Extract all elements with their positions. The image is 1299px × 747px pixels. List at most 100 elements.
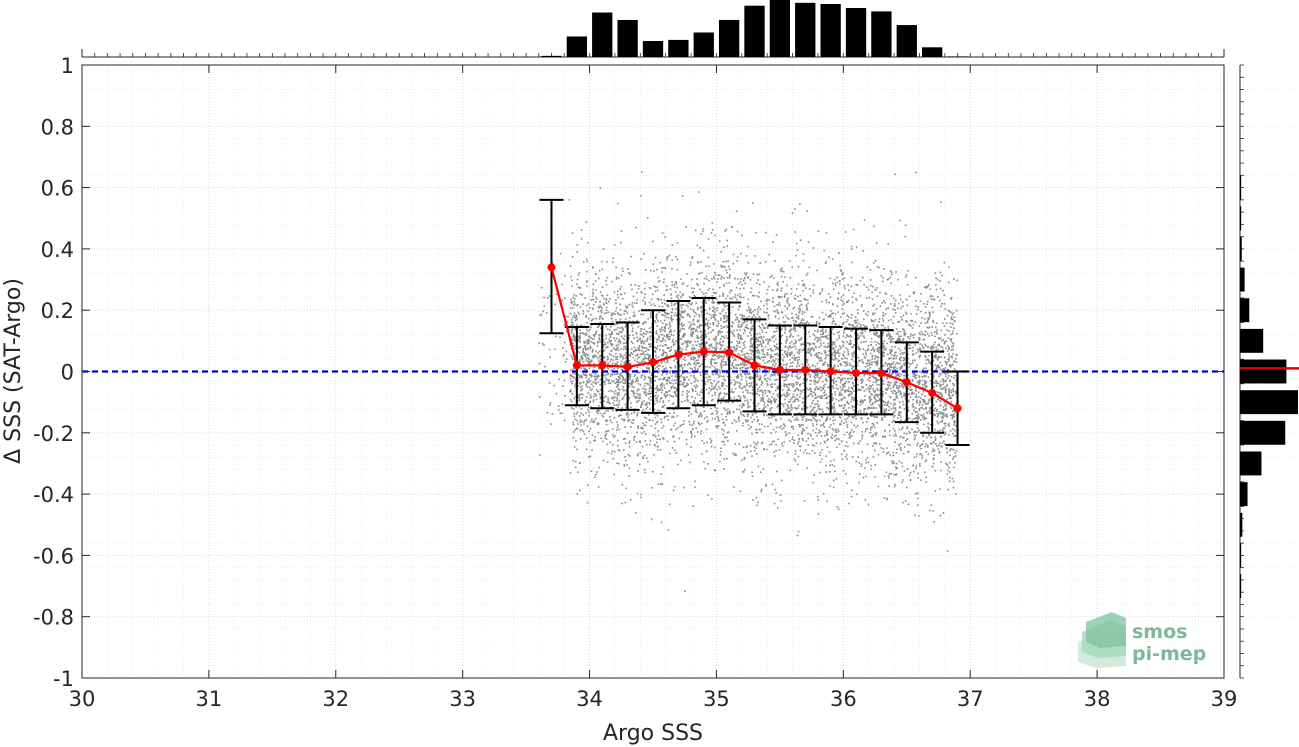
scatter-point: [648, 359, 650, 362]
scatter-point: [740, 369, 743, 372]
scatter-point: [924, 460, 927, 463]
scatter-point: [811, 449, 814, 452]
scatter-point: [855, 246, 858, 248]
scatter-point: [764, 406, 767, 408]
scatter-point: [773, 361, 776, 364]
scatter-point: [680, 459, 682, 462]
scatter-point: [759, 369, 761, 371]
scatter-point: [932, 359, 935, 362]
scatter-point: [823, 392, 825, 394]
scatter-point: [663, 299, 666, 302]
scatter-point: [604, 412, 606, 414]
scatter-point: [655, 347, 657, 349]
scatter-point: [636, 431, 638, 434]
scatter-point: [626, 312, 629, 315]
scatter-point: [800, 336, 803, 339]
scatter-point: [925, 408, 927, 410]
scatter-point: [637, 470, 639, 472]
scatter-point: [878, 384, 880, 386]
scatter-point: [841, 278, 844, 280]
scatter-point: [704, 309, 706, 311]
scatter-point: [836, 446, 838, 448]
scatter-point: [842, 387, 844, 389]
scatter-point: [814, 379, 817, 382]
scatter-point: [893, 402, 896, 405]
scatter-point: [927, 402, 929, 405]
scatter-point: [865, 286, 868, 288]
scatter-point: [758, 315, 760, 318]
scatter-point: [747, 327, 750, 330]
scatter-point: [742, 296, 745, 299]
scatter-point: [823, 389, 826, 392]
scatter-point: [758, 423, 761, 425]
scatter-point: [650, 334, 653, 337]
scatter-point: [819, 442, 822, 445]
scatter-point: [739, 336, 742, 339]
scatter-point: [628, 382, 631, 385]
scatter-point: [645, 366, 648, 369]
scatter-point: [741, 354, 744, 356]
scatter-point: [765, 292, 768, 295]
scatter-point: [858, 359, 861, 362]
scatter-point: [826, 346, 829, 349]
scatter-point: [727, 431, 730, 433]
scatter-point: [919, 333, 922, 336]
scatter-point: [741, 315, 744, 318]
scatter-point: [680, 316, 683, 318]
scatter-point: [660, 362, 663, 364]
scatter-point: [670, 329, 672, 331]
scatter-point: [873, 391, 876, 394]
scatter-point: [834, 410, 836, 413]
scatter-point: [598, 334, 601, 337]
scatter-point: [751, 316, 754, 319]
scatter-point: [892, 367, 895, 370]
scatter-point: [801, 313, 804, 315]
scatter-point: [737, 375, 740, 378]
scatter-point: [607, 410, 609, 412]
scatter-point: [765, 331, 768, 334]
scatter-point: [826, 446, 829, 448]
scatter-point: [790, 288, 793, 290]
scatter-point: [568, 328, 570, 331]
scatter-point: [580, 386, 582, 388]
scatter-point: [758, 320, 761, 323]
scatter-point: [876, 416, 879, 418]
scatter-point: [952, 486, 955, 489]
scatter-point: [926, 321, 929, 324]
scatter-point: [701, 379, 703, 382]
scatter-point: [581, 376, 584, 379]
scatter-point: [581, 357, 584, 360]
scatter-point: [798, 351, 801, 353]
scatter-point: [781, 445, 784, 447]
scatter-point: [590, 470, 593, 473]
scatter-point: [710, 388, 713, 390]
scatter-point: [954, 461, 956, 464]
scatter-point: [948, 388, 950, 390]
scatter-point: [807, 322, 810, 325]
scatter-point: [942, 338, 945, 341]
scatter-point: [833, 465, 836, 467]
scatter-point: [775, 327, 777, 330]
scatter-point: [742, 287, 745, 290]
scatter-point: [848, 415, 850, 418]
scatter-point: [648, 419, 650, 422]
scatter-point: [826, 406, 828, 409]
scatter-point: [726, 276, 729, 279]
scatter-point: [671, 281, 673, 283]
scatter-point: [888, 409, 890, 412]
scatter-point: [607, 380, 610, 383]
scatter-point: [928, 398, 931, 401]
scatter-point: [564, 274, 566, 277]
scatter-point: [574, 327, 576, 330]
scatter-point: [862, 335, 865, 337]
scatter-point: [798, 305, 801, 308]
scatter-point: [939, 405, 942, 407]
scatter-point: [794, 320, 797, 322]
scatter-point: [626, 411, 629, 414]
scatter-point: [587, 362, 590, 364]
scatter-point: [852, 382, 854, 385]
scatter-point: [665, 355, 667, 358]
scatter-point: [938, 450, 941, 453]
scatter-point: [757, 441, 759, 444]
scatter-point: [615, 318, 617, 321]
